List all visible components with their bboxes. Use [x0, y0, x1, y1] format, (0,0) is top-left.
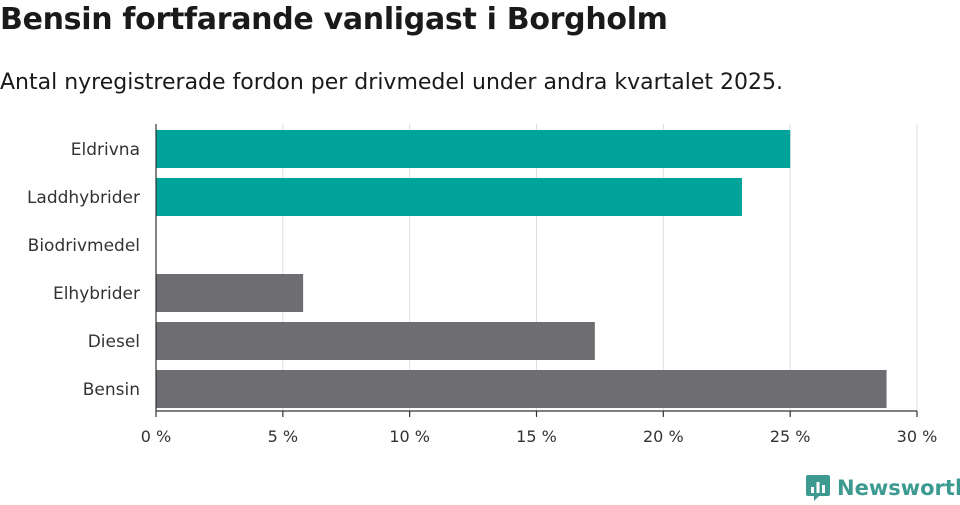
category-label: Elhybrider: [53, 284, 140, 304]
x-tick-label: 30 %: [897, 427, 938, 446]
x-tick-label: 10 %: [389, 427, 430, 446]
bar: [156, 178, 742, 216]
bar: [156, 130, 791, 168]
x-tick-label: 25 %: [770, 427, 811, 446]
category-label: Biodrivmedel: [28, 236, 140, 256]
brand-name: Newsworthy: [837, 476, 960, 500]
category-label: Bensin: [83, 380, 140, 400]
bar-chart: Eldrivna Laddhybrider Biodrivmedel Elhybrid…: [27, 124, 938, 446]
x-tick-label: 0 %: [141, 427, 171, 446]
x-tick-label: 15 %: [516, 427, 557, 446]
chart-title: Bensin fortfarande vanligast i Borgholm: [0, 2, 668, 37]
newsworthy-logo: Newsworthy: [805, 474, 960, 502]
x-tick-label: 20 %: [643, 427, 684, 446]
newsworthy-icon: [806, 475, 830, 501]
category-label: Diesel: [88, 332, 140, 352]
x-tick-label: 5 %: [268, 427, 298, 446]
bar: [156, 370, 887, 408]
category-label: Eldrivna: [71, 140, 140, 160]
category-label: Laddhybrider: [27, 188, 140, 208]
chart-subtitle: Antal nyregistrerade fordon per drivmede…: [0, 70, 783, 95]
bar: [156, 322, 595, 360]
bar: [156, 274, 304, 312]
